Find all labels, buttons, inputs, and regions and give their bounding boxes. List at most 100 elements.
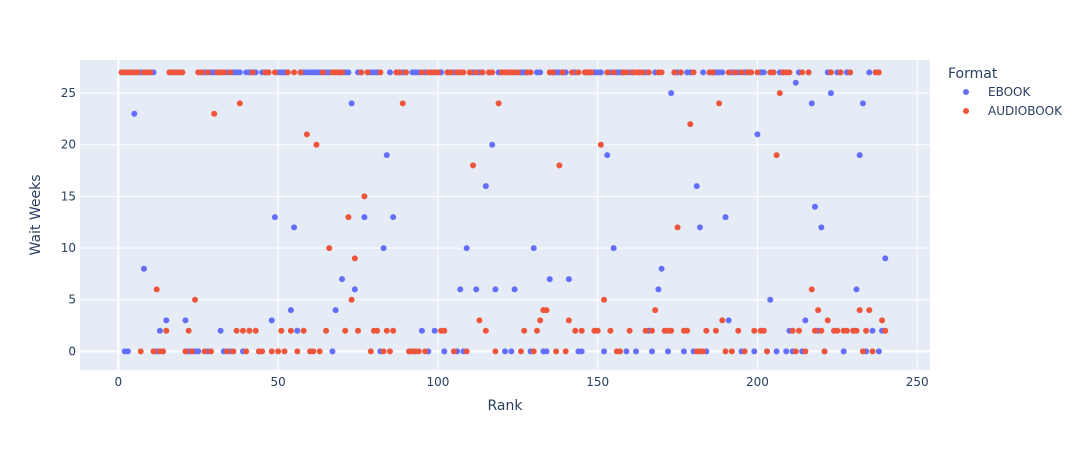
data-point[interactable] — [402, 69, 409, 76]
data-point[interactable] — [821, 348, 828, 355]
data-point[interactable] — [677, 69, 684, 76]
data-point[interactable] — [808, 100, 815, 107]
data-point[interactable] — [383, 327, 390, 334]
legend-item-audiobook[interactable]: AUDIOBOOK — [963, 104, 1063, 118]
data-point[interactable] — [383, 152, 390, 159]
data-point[interactable] — [722, 214, 729, 221]
data-point[interactable] — [265, 69, 272, 76]
data-point[interactable] — [866, 69, 873, 76]
data-point[interactable] — [239, 327, 246, 334]
data-point[interactable] — [300, 327, 307, 334]
data-point[interactable] — [735, 327, 742, 334]
data-point[interactable] — [792, 348, 799, 355]
data-point[interactable] — [482, 183, 489, 190]
data-point[interactable] — [287, 327, 294, 334]
data-point[interactable] — [655, 286, 662, 293]
data-point[interactable] — [815, 307, 822, 314]
data-point[interactable] — [658, 265, 665, 272]
data-point[interactable] — [776, 90, 783, 97]
data-point[interactable] — [633, 348, 640, 355]
data-point[interactable] — [284, 69, 291, 76]
data-point[interactable] — [610, 245, 617, 252]
data-point[interactable] — [648, 327, 655, 334]
data-point[interactable] — [802, 348, 809, 355]
data-point[interactable] — [668, 327, 675, 334]
data-point[interactable] — [156, 327, 163, 334]
data-point[interactable] — [201, 348, 208, 355]
data-point[interactable] — [217, 327, 224, 334]
data-point[interactable] — [827, 90, 834, 97]
data-point[interactable] — [687, 121, 694, 128]
data-point[interactable] — [537, 69, 544, 76]
data-point[interactable] — [840, 348, 847, 355]
data-point[interactable] — [198, 69, 205, 76]
data-point[interactable] — [470, 162, 477, 169]
data-point[interactable] — [463, 245, 470, 252]
data-point[interactable] — [399, 100, 406, 107]
data-point[interactable] — [355, 327, 362, 334]
data-point[interactable] — [728, 348, 735, 355]
data-point[interactable] — [294, 348, 301, 355]
data-point[interactable] — [316, 348, 323, 355]
data-point[interactable] — [604, 69, 611, 76]
data-point[interactable] — [668, 90, 675, 97]
data-point[interactable] — [492, 286, 499, 293]
data-point[interactable] — [712, 327, 719, 334]
data-point[interactable] — [869, 348, 876, 355]
data-point[interactable] — [859, 100, 866, 107]
data-point[interactable] — [374, 327, 381, 334]
data-point[interactable] — [808, 286, 815, 293]
data-point[interactable] — [153, 286, 160, 293]
data-point[interactable] — [811, 327, 818, 334]
data-point[interactable] — [278, 327, 285, 334]
data-point[interactable] — [179, 69, 186, 76]
data-point[interactable] — [847, 69, 854, 76]
data-point[interactable] — [271, 69, 278, 76]
data-point[interactable] — [875, 69, 882, 76]
data-point[interactable] — [377, 69, 384, 76]
data-point[interactable] — [604, 152, 611, 159]
data-point[interactable] — [565, 276, 572, 283]
data-point[interactable] — [233, 327, 240, 334]
data-point[interactable] — [457, 286, 464, 293]
data-point[interactable] — [508, 348, 515, 355]
data-point[interactable] — [249, 69, 256, 76]
data-point[interactable] — [572, 327, 579, 334]
data-point[interactable] — [348, 296, 355, 303]
data-point[interactable] — [530, 348, 537, 355]
data-point[interactable] — [597, 69, 604, 76]
data-point[interactable] — [767, 296, 774, 303]
data-point[interactable] — [853, 286, 860, 293]
data-point[interactable] — [140, 265, 147, 272]
data-point[interactable] — [879, 317, 886, 324]
data-point[interactable] — [514, 69, 521, 76]
data-point[interactable] — [607, 327, 614, 334]
data-point[interactable] — [236, 69, 243, 76]
data-point[interactable] — [441, 327, 448, 334]
data-point[interactable] — [163, 327, 170, 334]
legend-item-ebook[interactable]: EBOOK — [963, 85, 1031, 99]
data-point[interactable] — [773, 152, 780, 159]
data-point[interactable] — [811, 203, 818, 210]
data-point[interactable] — [559, 69, 566, 76]
data-point[interactable] — [230, 348, 237, 355]
data-point[interactable] — [834, 327, 841, 334]
data-point[interactable] — [856, 307, 863, 314]
data-point[interactable] — [696, 224, 703, 231]
data-point[interactable] — [601, 348, 608, 355]
data-point[interactable] — [671, 69, 678, 76]
data-point[interactable] — [447, 69, 454, 76]
data-point[interactable] — [418, 69, 425, 76]
data-point[interactable] — [748, 69, 755, 76]
data-point[interactable] — [361, 193, 368, 200]
data-point[interactable] — [476, 317, 483, 324]
data-point[interactable] — [553, 348, 560, 355]
data-point[interactable] — [345, 214, 352, 221]
data-point[interactable] — [754, 131, 761, 138]
data-point[interactable] — [674, 224, 681, 231]
data-point[interactable] — [725, 317, 732, 324]
data-point[interactable] — [569, 69, 576, 76]
data-point[interactable] — [824, 317, 831, 324]
data-point[interactable] — [134, 69, 141, 76]
data-point[interactable] — [795, 327, 802, 334]
